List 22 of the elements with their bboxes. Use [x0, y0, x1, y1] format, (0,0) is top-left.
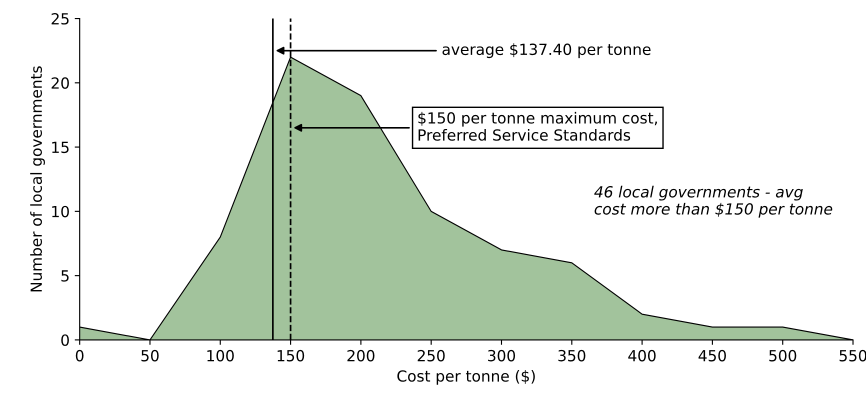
y-tick-label: 10: [52, 206, 69, 218]
y-tick-label: 25: [52, 13, 69, 25]
x-tick-label: 500: [769, 350, 796, 362]
x-tick-label: 300: [488, 350, 516, 362]
x-tick-label: 50: [141, 350, 159, 362]
x-tick-label: 400: [628, 350, 656, 362]
ref-line-label: $150 per tonne maximum cost, Preferred Service Standards: [418, 112, 657, 141]
x-tick-label: 100: [207, 350, 234, 362]
x-tick-label: 0: [76, 350, 84, 362]
annotation: 46 local governments - avg cost more than $150 per tonne: [594, 186, 832, 218]
y-tick-label: 5: [61, 270, 69, 282]
x-tick-label: 150: [278, 350, 304, 362]
x-tick-label: 200: [347, 350, 374, 362]
y-axis-title: Number of local governments: [30, 66, 45, 292]
y-tick-label: 0: [61, 334, 69, 346]
x-tick-label: 450: [698, 350, 726, 362]
y-tick-label: 15: [52, 142, 69, 154]
ref-line-label: average $137.40 per tonne: [442, 43, 651, 58]
x-tick-label: 250: [418, 350, 445, 362]
y-tick-label: 20: [52, 77, 69, 89]
x-axis-title: Cost per tonne ($): [397, 370, 535, 385]
x-tick-label: 350: [558, 350, 586, 362]
